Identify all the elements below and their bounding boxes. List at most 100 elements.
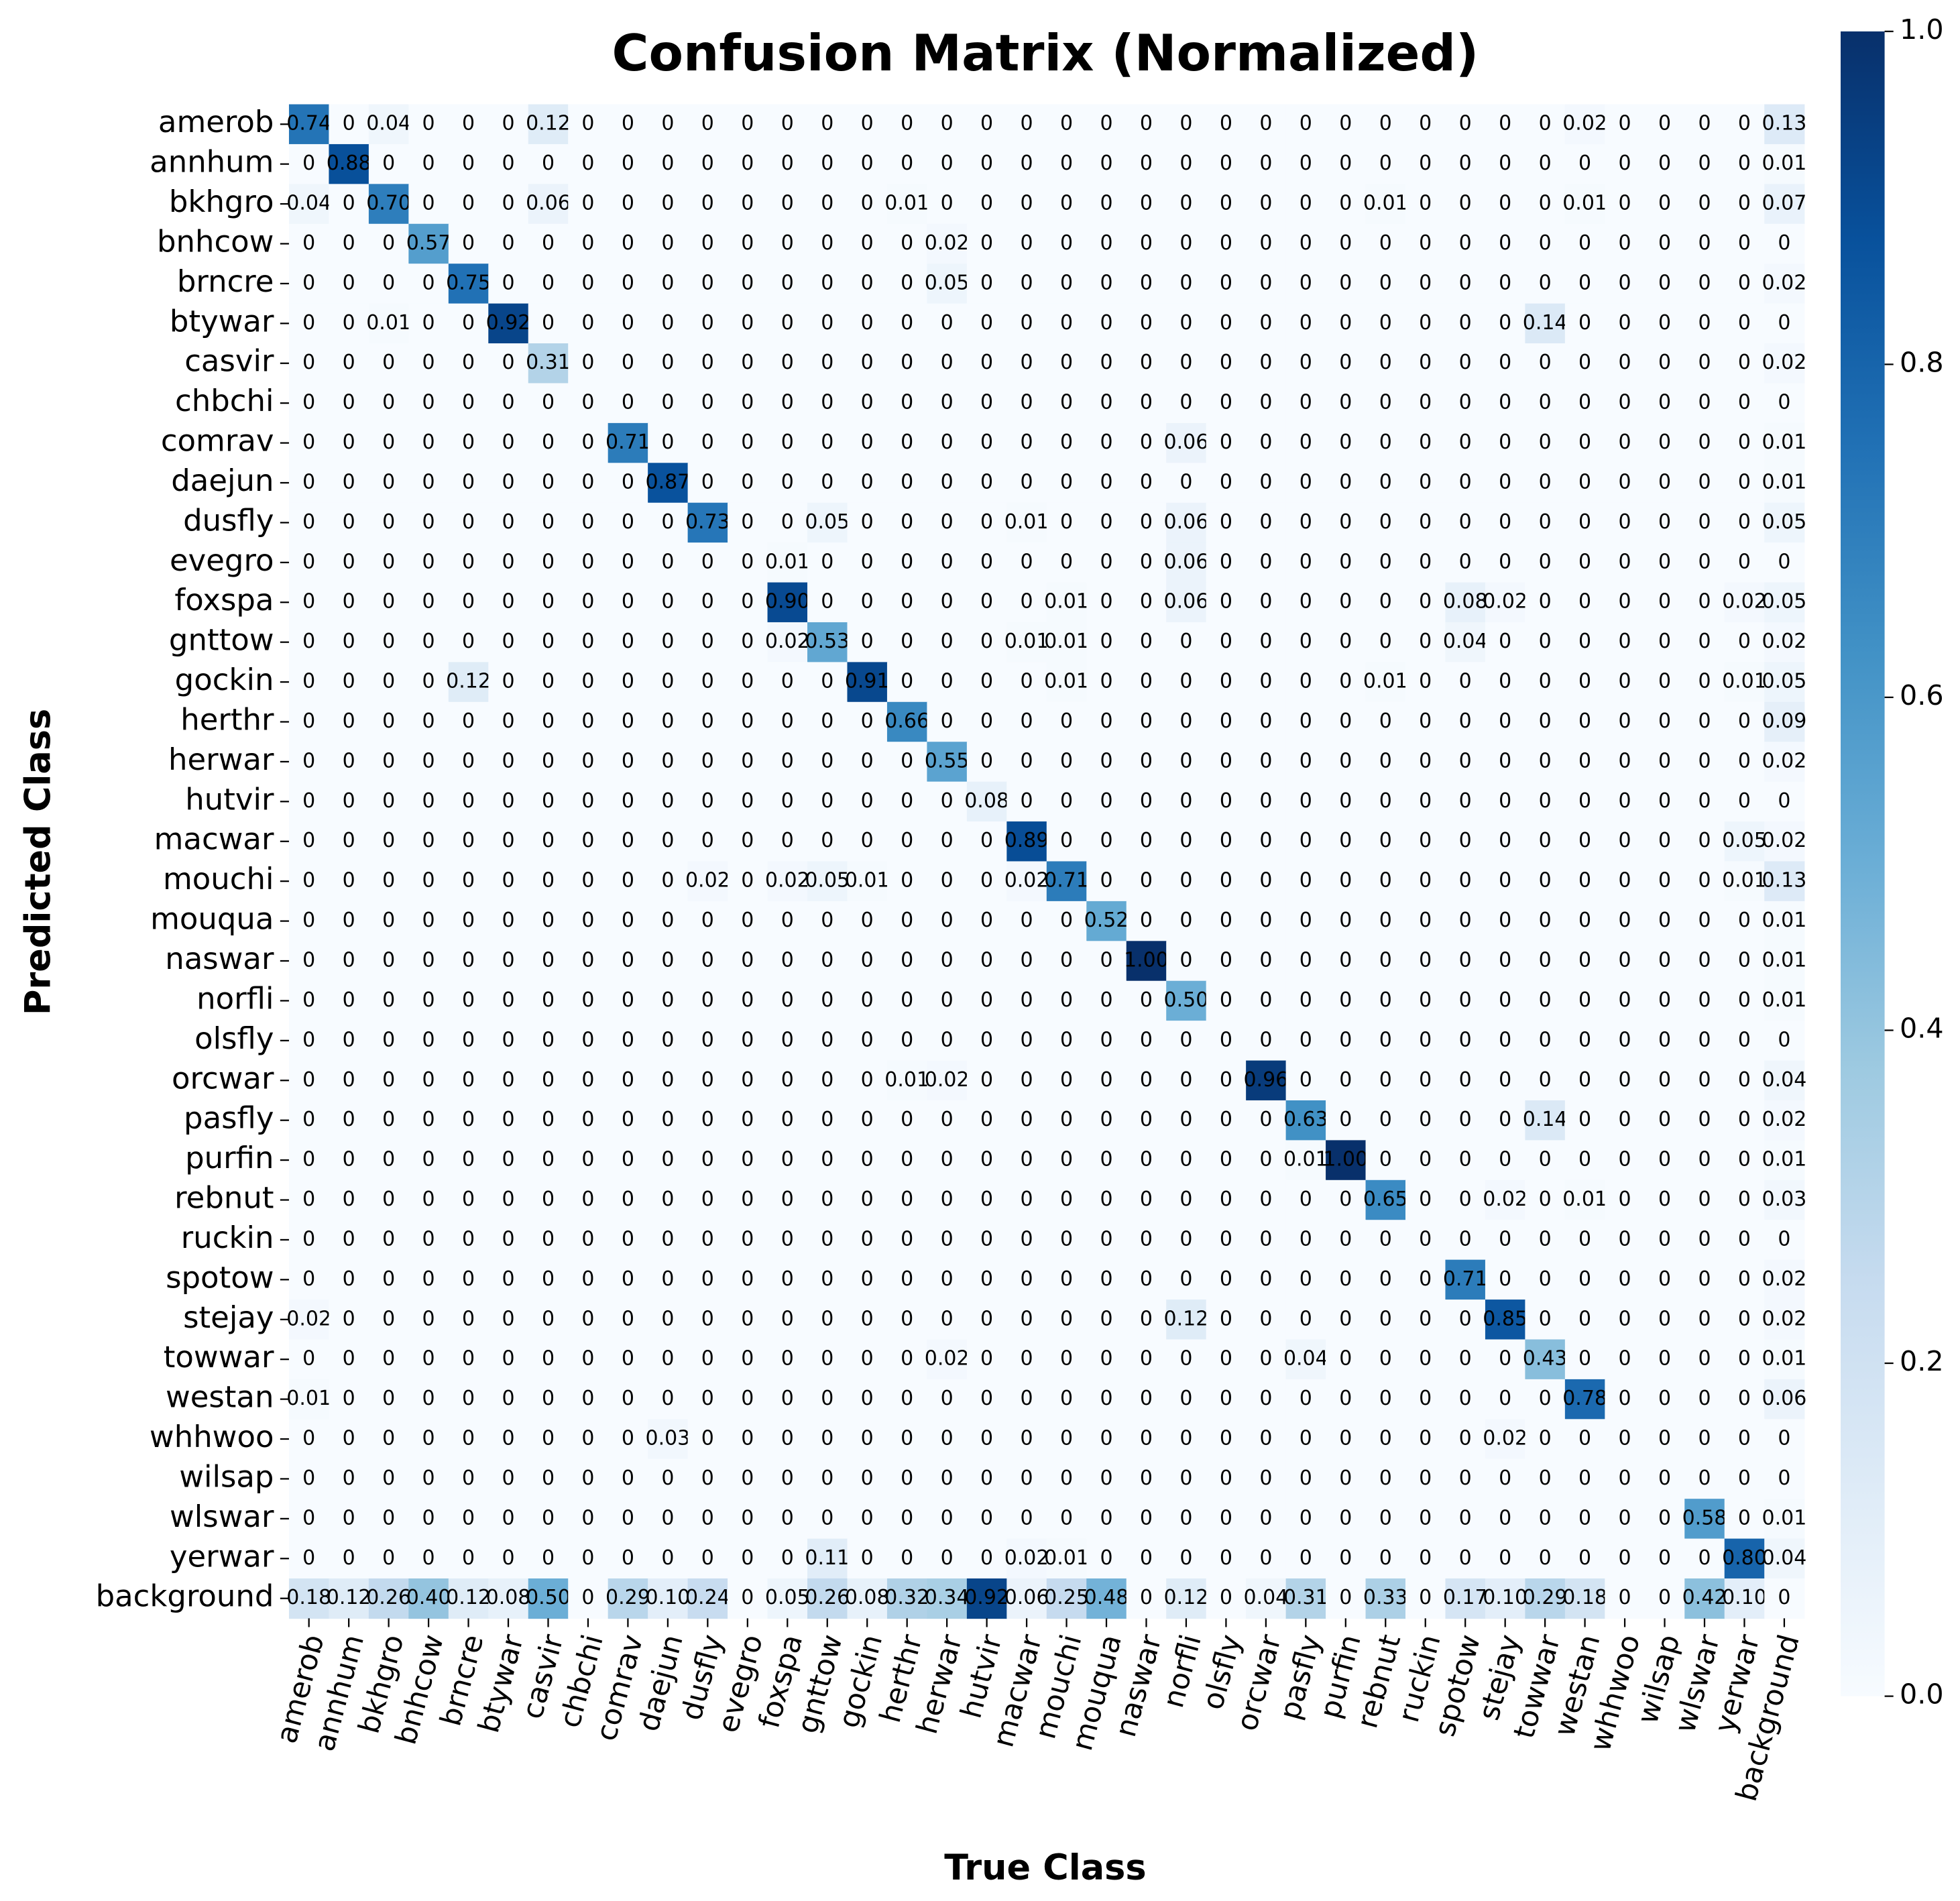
cell-label: 0 [1539, 1188, 1552, 1211]
cell-label: 0.02 [1762, 829, 1807, 852]
heatmap-cell [568, 303, 609, 344]
cell-label: 0 [1419, 909, 1432, 932]
cell-label: 0.05 [805, 869, 850, 892]
heatmap-cell [1445, 422, 1486, 464]
heatmap-cell [528, 303, 569, 344]
cell-label: 0 [382, 988, 395, 1012]
cell-label: 0 [1658, 749, 1671, 772]
heatmap-cell [488, 223, 529, 264]
cell-label: 0 [1738, 1506, 1751, 1530]
cell-label: 0 [1738, 430, 1751, 454]
cell-label: 0 [1658, 590, 1671, 614]
cell-label: 0.05 [805, 510, 850, 534]
cell-label: 0 [502, 192, 514, 215]
heatmap-cell [687, 463, 728, 504]
cell-label: 0 [1539, 909, 1552, 932]
heatmap-cell [927, 303, 968, 344]
cell-label: 0.50 [526, 1586, 571, 1609]
cell-label: 0 [1658, 550, 1671, 573]
cell-label: 0 [781, 271, 794, 294]
cell-label: 0 [1021, 1506, 1033, 1530]
cell-label: 0 [1339, 1427, 1352, 1450]
cell-label: 0 [1738, 949, 1751, 972]
cell-label: 0 [1619, 1028, 1631, 1051]
cell-label: 0 [581, 351, 594, 374]
heatmap-cell [1206, 264, 1247, 304]
heatmap-cell [1326, 662, 1367, 703]
heatmap-cell [329, 701, 369, 742]
cell-label: 0 [1619, 590, 1631, 614]
cell-label: 0 [821, 749, 833, 772]
cell-label: 0 [422, 1108, 435, 1131]
cell-label: 0 [1060, 550, 1073, 573]
cell-label: 0 [1698, 112, 1711, 135]
heatmap-cell [687, 383, 728, 424]
cell-label: 0 [1220, 670, 1232, 693]
cell-label: 0 [1379, 1546, 1392, 1570]
cell-label: 0 [941, 1028, 954, 1051]
y-tick-label: comrav [161, 423, 274, 459]
cell-label: 0 [1140, 1188, 1153, 1211]
cell-label: 0 [1539, 670, 1552, 693]
cell-label: 0 [542, 1466, 555, 1490]
cell-label: 0 [1459, 1506, 1472, 1530]
heatmap-cell [1126, 662, 1167, 703]
cell-label: 0 [1459, 550, 1472, 573]
heatmap-cell [528, 662, 569, 703]
heatmap-cell [488, 701, 529, 742]
cell-label: 0.32 [884, 1586, 929, 1609]
cell-label: 0 [542, 1068, 555, 1092]
cell-label: 0 [462, 1148, 475, 1171]
cell-label: 0 [1698, 311, 1711, 335]
heatmap-cell [966, 542, 1008, 583]
cell-label: 0 [861, 470, 874, 494]
cell-label: 0 [741, 1427, 754, 1450]
cell-label: 0 [781, 949, 794, 972]
cell-label: 0 [382, 869, 395, 892]
cell-label: 0 [781, 152, 794, 175]
cell-label: 0 [1379, 988, 1392, 1012]
cell-label: 0 [1459, 709, 1472, 733]
heatmap-cell [1445, 143, 1486, 185]
cell-label: 0 [302, 829, 315, 852]
cell-label: 0.04 [1244, 1586, 1289, 1609]
cell-label: 0 [1619, 1506, 1631, 1530]
heatmap-cell [1445, 264, 1486, 304]
cell-label: 0 [581, 949, 594, 972]
heatmap-cell [1485, 422, 1526, 464]
cell-label: 0 [1179, 112, 1192, 135]
cell-label: 0 [1259, 510, 1272, 534]
heatmap-cell [1086, 143, 1127, 185]
heatmap-cell [1126, 143, 1167, 185]
heatmap-cell [368, 662, 410, 703]
cell-label: 0 [382, 590, 395, 614]
cell-label: 0 [622, 1307, 634, 1330]
heatmap-cell [408, 582, 449, 623]
cell-label: 0 [1179, 749, 1192, 772]
cell-label: 0 [1300, 709, 1312, 733]
cell-label: 0 [1578, 590, 1591, 614]
cell-label: 0 [1179, 909, 1192, 932]
cell-label: 0.52 [1084, 909, 1129, 932]
cell-label: 0 [542, 430, 555, 454]
cell-label: 0 [861, 1267, 874, 1291]
heatmap-cell [1285, 542, 1326, 583]
heatmap-cell [608, 143, 648, 185]
cell-label: 0.01 [1762, 1148, 1807, 1171]
cell-label: 0 [1259, 789, 1272, 813]
heatmap-cell [1405, 422, 1446, 464]
cell-label: 0 [781, 1267, 794, 1291]
heatmap-cell [1605, 582, 1646, 623]
heatmap-cell [488, 343, 529, 384]
cell-label: 0 [1738, 391, 1751, 414]
y-tick-label: daejun [171, 463, 274, 498]
heatmap-cell [886, 264, 928, 304]
cell-label: 0 [1259, 590, 1272, 614]
cell-label: 0 [1220, 949, 1232, 972]
cell-label: 0 [781, 988, 794, 1012]
heatmap-cell [568, 542, 609, 583]
cell-label: 0 [343, 1546, 355, 1570]
cell-label: 0 [1140, 192, 1153, 215]
heatmap-cell [1046, 343, 1088, 384]
cell-label: 0 [622, 1028, 634, 1051]
